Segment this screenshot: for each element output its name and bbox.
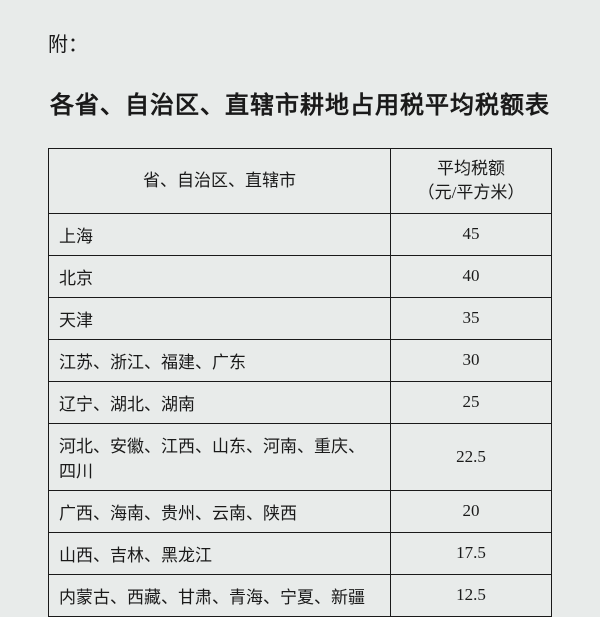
region-cell: 上海 — [49, 213, 391, 255]
table-row: 辽宁、湖北、湖南25 — [49, 381, 552, 423]
region-cell: 北京 — [49, 255, 391, 297]
tax-rate-table: 省、自治区、直辖市 平均税额（元/平方米） 上海45北京40天津35江苏、浙江、… — [48, 148, 552, 617]
table-row: 广西、海南、贵州、云南、陕西20 — [49, 490, 552, 532]
region-cell: 江苏、浙江、福建、广东 — [49, 339, 391, 381]
region-cell: 辽宁、湖北、湖南 — [49, 381, 391, 423]
region-cell: 内蒙古、西藏、甘肃、青海、宁夏、新疆 — [49, 574, 391, 616]
table-header-row: 省、自治区、直辖市 平均税额（元/平方米） — [49, 149, 552, 214]
table-body: 上海45北京40天津35江苏、浙江、福建、广东30辽宁、湖北、湖南25河北、安徽… — [49, 213, 552, 616]
region-cell: 河北、安徽、江西、山东、河南、重庆、四川 — [49, 423, 391, 490]
rate-cell: 35 — [391, 297, 552, 339]
table-row: 上海45 — [49, 213, 552, 255]
header-rate: 平均税额（元/平方米） — [391, 149, 552, 214]
rate-cell: 45 — [391, 213, 552, 255]
rate-cell: 20 — [391, 490, 552, 532]
rate-cell: 30 — [391, 339, 552, 381]
rate-cell: 25 — [391, 381, 552, 423]
table-row: 江苏、浙江、福建、广东30 — [49, 339, 552, 381]
page-title: 各省、自治区、直辖市耕地占用税平均税额表 — [48, 85, 552, 120]
region-cell: 广西、海南、贵州、云南、陕西 — [49, 490, 391, 532]
table-row: 山西、吉林、黑龙江17.5 — [49, 532, 552, 574]
header-region: 省、自治区、直辖市 — [49, 149, 391, 214]
region-cell: 天津 — [49, 297, 391, 339]
rate-cell: 12.5 — [391, 574, 552, 616]
rate-cell: 22.5 — [391, 423, 552, 490]
table-row: 内蒙古、西藏、甘肃、青海、宁夏、新疆12.5 — [49, 574, 552, 616]
table-row: 天津35 — [49, 297, 552, 339]
region-cell: 山西、吉林、黑龙江 — [49, 532, 391, 574]
table-row: 北京40 — [49, 255, 552, 297]
prefix-label: 附： — [48, 28, 552, 57]
table-row: 河北、安徽、江西、山东、河南、重庆、四川22.5 — [49, 423, 552, 490]
rate-cell: 40 — [391, 255, 552, 297]
rate-cell: 17.5 — [391, 532, 552, 574]
